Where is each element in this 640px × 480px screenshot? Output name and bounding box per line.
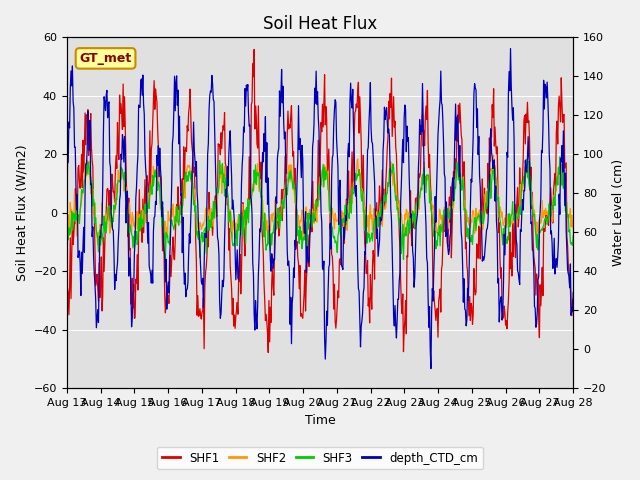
SHF1 bbox=[72, 221, 80, 227]
SHF3 bbox=[72, 217, 80, 223]
SHF1 bbox=[202, 264, 210, 270]
SHF1 bbox=[175, 204, 183, 210]
SHF1 bbox=[264, 349, 272, 355]
SHF2 bbox=[94, 241, 102, 247]
Line: SHF3: SHF3 bbox=[67, 157, 573, 260]
depth_CTD_cm bbox=[72, 182, 80, 188]
Y-axis label: Water Level (cm): Water Level (cm) bbox=[612, 159, 625, 266]
SHF1 bbox=[124, 234, 132, 240]
depth_CTD_cm bbox=[570, 289, 577, 295]
SHF1 bbox=[570, 297, 577, 302]
SHF3 bbox=[63, 249, 70, 255]
SHF2 bbox=[397, 213, 404, 218]
SHF3 bbox=[397, 224, 404, 229]
SHF1 bbox=[63, 327, 70, 333]
SHF1 bbox=[383, 164, 390, 169]
SHF2 bbox=[490, 152, 497, 158]
depth_CTD_cm bbox=[507, 46, 515, 51]
SHF2 bbox=[177, 218, 184, 224]
depth_CTD_cm bbox=[396, 269, 404, 275]
Legend: SHF1, SHF2, SHF3, depth_CTD_cm: SHF1, SHF2, SHF3, depth_CTD_cm bbox=[157, 447, 483, 469]
SHF2 bbox=[203, 205, 211, 211]
Y-axis label: Soil Heat Flux (W/m2): Soil Heat Flux (W/m2) bbox=[15, 144, 28, 281]
SHF3 bbox=[570, 233, 577, 239]
SHF3 bbox=[382, 200, 390, 205]
SHF2 bbox=[125, 211, 132, 217]
SHF1 bbox=[397, 301, 405, 307]
Title: Soil Heat Flux: Soil Heat Flux bbox=[263, 15, 377, 33]
SHF1 bbox=[250, 47, 258, 52]
depth_CTD_cm bbox=[124, 214, 132, 220]
Text: GT_met: GT_met bbox=[79, 52, 132, 65]
SHF3 bbox=[203, 229, 211, 235]
depth_CTD_cm bbox=[63, 221, 70, 227]
SHF2 bbox=[570, 225, 577, 231]
depth_CTD_cm bbox=[202, 235, 210, 240]
depth_CTD_cm bbox=[175, 113, 183, 119]
SHF3 bbox=[161, 257, 169, 263]
SHF3 bbox=[556, 154, 564, 160]
Line: SHF2: SHF2 bbox=[67, 155, 573, 244]
SHF2 bbox=[382, 204, 390, 210]
Line: depth_CTD_cm: depth_CTD_cm bbox=[67, 48, 573, 369]
X-axis label: Time: Time bbox=[305, 414, 335, 427]
SHF2 bbox=[72, 216, 80, 221]
depth_CTD_cm bbox=[427, 366, 435, 372]
SHF2 bbox=[63, 214, 70, 219]
Line: SHF1: SHF1 bbox=[67, 49, 573, 352]
SHF3 bbox=[124, 227, 132, 232]
depth_CTD_cm bbox=[381, 117, 389, 122]
SHF3 bbox=[177, 203, 184, 208]
